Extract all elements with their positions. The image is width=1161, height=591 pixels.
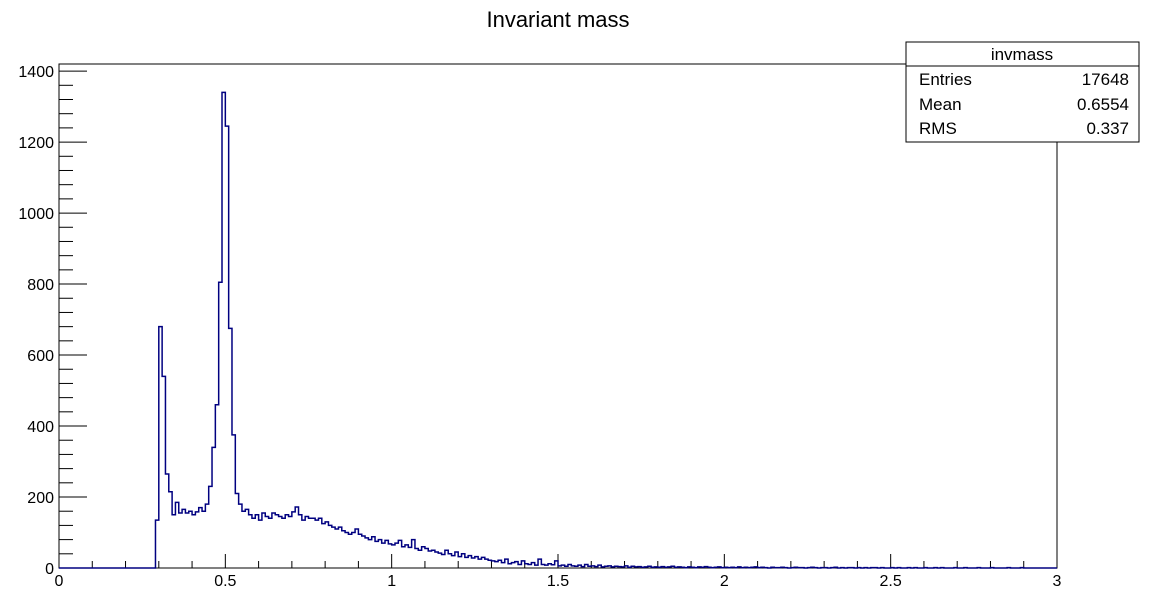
chart-title: Invariant mass [486, 7, 629, 32]
x-tick-label: 2 [720, 573, 729, 590]
x-axis: 0 0.5 1 1.5 2 2.5 3 [55, 554, 1062, 590]
x-tick-label: 1 [387, 573, 396, 590]
x-tick-label: 3 [1053, 573, 1062, 590]
x-tick-label: 0 [55, 573, 64, 590]
y-tick-label: 1200 [18, 135, 54, 152]
stats-value-rms: 0.337 [1086, 119, 1129, 138]
stats-box: invmass Entries 17648 Mean 0.6554 RMS 0.… [905, 41, 1140, 143]
y-tick-label: 200 [27, 490, 54, 507]
y-tick-label: 1000 [18, 206, 54, 223]
stats-label-mean: Mean [919, 95, 962, 114]
x-tick-label: 1.5 [547, 573, 569, 590]
stats-title: invmass [991, 45, 1053, 64]
y-tick-label: 600 [27, 348, 54, 365]
y-tick-label: 800 [27, 277, 54, 294]
x-tick-label: 0.5 [214, 573, 236, 590]
stats-value-mean: 0.6554 [1077, 95, 1129, 114]
y-tick-label: 1400 [18, 64, 54, 81]
y-axis: 0 200 400 600 800 1000 1200 1400 [18, 64, 87, 578]
stats-label-entries: Entries [919, 70, 972, 89]
x-tick-label: 2.5 [880, 573, 902, 590]
stats-value-entries: 17648 [1082, 70, 1129, 89]
histogram-line [59, 91, 1057, 569]
y-tick-label: 400 [27, 419, 54, 436]
stats-box-frame [905, 41, 1140, 143]
y-tick-label: 0 [45, 561, 54, 578]
stats-label-rms: RMS [919, 119, 957, 138]
